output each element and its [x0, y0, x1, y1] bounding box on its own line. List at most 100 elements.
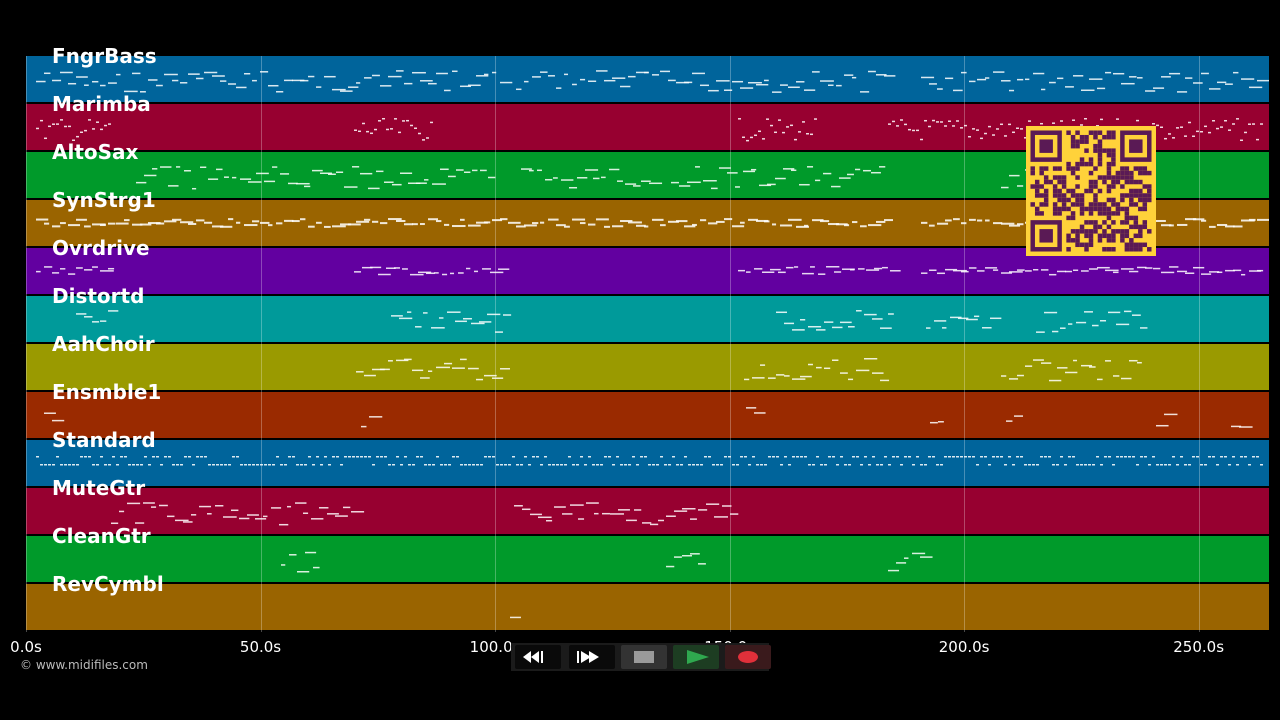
qr-code [1026, 126, 1156, 256]
note-mark [746, 271, 751, 273]
qr-module [1093, 229, 1098, 234]
track-lane[interactable]: MuteGtr [26, 476, 1269, 534]
note-mark [752, 456, 755, 458]
stop-button[interactable] [621, 645, 667, 669]
note-mark [569, 186, 578, 189]
note-mark [636, 71, 649, 74]
track-name: FngrBass [52, 44, 157, 68]
note-mark [524, 80, 529, 83]
note-mark [468, 367, 479, 370]
note-mark [1041, 269, 1049, 271]
note-mark [848, 326, 855, 328]
note-mark [604, 225, 611, 228]
note-mark [503, 314, 512, 316]
note-mark [964, 124, 967, 127]
note-mark [164, 456, 167, 458]
note-mark [127, 502, 141, 505]
note-mark [1161, 271, 1175, 274]
qr-module [1066, 233, 1071, 239]
note-mark [644, 71, 649, 74]
note-mark [400, 464, 403, 466]
note-mark [356, 82, 361, 84]
note-mark [1168, 464, 1171, 466]
note-mark [136, 464, 139, 466]
qr-module [1097, 139, 1103, 144]
track-name: SynStrg1 [52, 188, 156, 212]
note-mark [120, 456, 123, 458]
note-mark [228, 464, 231, 466]
note-mark [834, 271, 842, 273]
qr-module [1106, 247, 1112, 252]
track-lane[interactable]: Standard [26, 428, 1269, 486]
qr-module [1124, 166, 1130, 171]
qr-module [1057, 188, 1062, 194]
note-mark [1024, 137, 1027, 139]
qr-module [1084, 206, 1089, 212]
note-mark [1064, 464, 1067, 466]
note-mark [929, 224, 935, 227]
track-name: MuteGtr [52, 476, 146, 500]
note-mark [362, 266, 373, 269]
qr-module [1079, 139, 1085, 144]
note-mark [876, 464, 879, 466]
note-mark [984, 456, 987, 458]
note-mark [1216, 464, 1219, 466]
qr-module [1088, 242, 1094, 248]
note-mark [52, 123, 55, 125]
note-mark [1168, 133, 1171, 135]
note-mark [212, 75, 225, 77]
note-mark [447, 311, 461, 313]
note-mark [84, 456, 87, 458]
track-lane[interactable]: Distortd [26, 284, 1269, 342]
track-lane[interactable]: Ensmble1 [26, 380, 1269, 438]
note-mark [537, 169, 542, 172]
note-mark [977, 219, 983, 222]
note-mark [1097, 87, 1106, 90]
note-mark [808, 325, 822, 328]
note-mark [708, 222, 718, 225]
qr-module [1129, 179, 1134, 185]
qr-module [1075, 184, 1080, 189]
note-mark [424, 179, 429, 181]
note-mark [743, 170, 755, 173]
qr-module [1039, 139, 1053, 153]
qr-module [1142, 197, 1148, 203]
note-mark [780, 224, 793, 227]
note-mark [1084, 311, 1093, 313]
note-mark [430, 121, 433, 124]
note-mark [650, 523, 659, 526]
qr-module [1052, 202, 1058, 207]
note-mark [1172, 456, 1175, 458]
qr-module [1111, 148, 1116, 153]
note-mark [100, 320, 107, 322]
play-button[interactable] [673, 645, 719, 669]
fast-forward-button[interactable] [569, 645, 615, 669]
note-mark [1092, 464, 1095, 466]
track-lane[interactable]: RevCymbl [26, 572, 1269, 630]
qr-module [1129, 242, 1134, 248]
note-mark [940, 464, 943, 466]
note-mark [1236, 118, 1239, 120]
note-mark [1196, 130, 1199, 133]
note-mark [764, 464, 767, 466]
rewind-button[interactable] [515, 645, 561, 669]
qr-module [1052, 175, 1058, 180]
note-mark [448, 464, 451, 466]
track-lane[interactable]: CleanGtr [26, 524, 1269, 582]
qr-module [1084, 247, 1089, 252]
note-mark [840, 372, 848, 374]
qr-module [1030, 170, 1035, 176]
note-mark [370, 266, 382, 269]
note-mark [1100, 320, 1107, 322]
note-mark [500, 218, 508, 221]
note-mark [1049, 81, 1056, 84]
track-lane[interactable]: FngrBass [26, 44, 1269, 102]
note-mark [832, 456, 835, 458]
qr-module [1129, 170, 1134, 176]
record-button[interactable] [725, 645, 771, 669]
track-lane[interactable]: AahChoir [26, 332, 1269, 390]
note-mark [1184, 464, 1187, 466]
note-mark [1052, 330, 1059, 333]
note-mark [864, 313, 877, 316]
note-mark [740, 87, 754, 89]
